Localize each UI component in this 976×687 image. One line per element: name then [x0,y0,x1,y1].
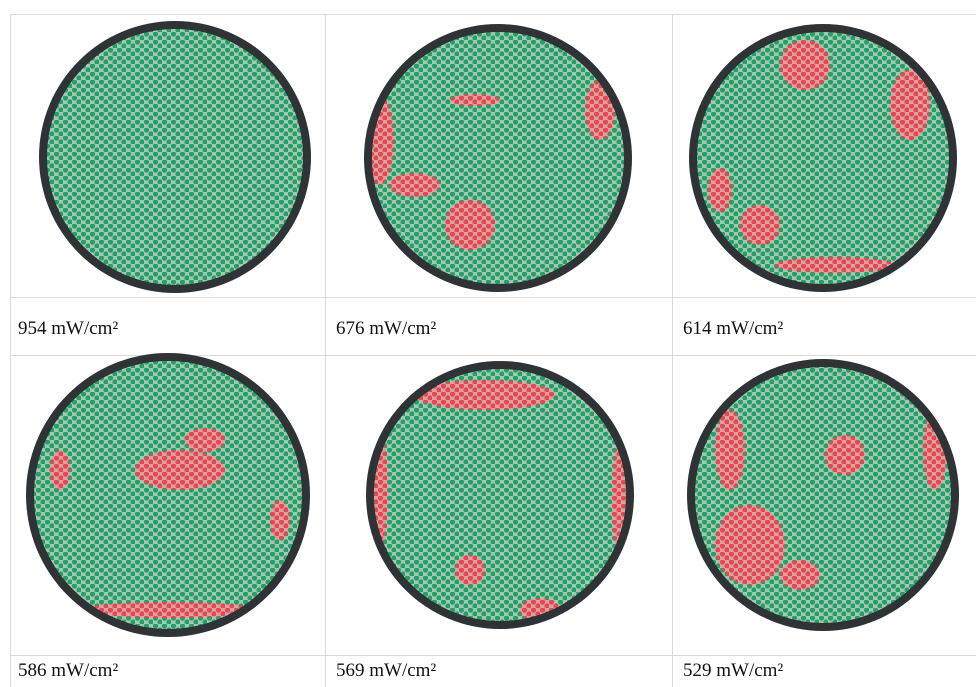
red-fiber-region [740,205,780,245]
red-fiber-region [455,555,485,585]
red-fiber-region [445,200,495,250]
caption: 569 mW/cm² [336,660,436,681]
red-fiber-region [390,173,440,197]
red-fiber-region [135,450,225,490]
bundle-fibers [695,367,951,623]
bundle-fibers [372,32,624,284]
fiber-bundle-image [39,21,311,293]
caption: 954 mW/cm² [18,318,118,339]
red-fiber-region [50,450,70,490]
body: 954 mW/cm² 676 mW/cm² 614 mW/cm² 586 mW/… [0,0,976,687]
fiber-bundle-image [366,361,634,629]
caption: 676 mW/cm² [336,318,436,339]
caption: 529 mW/cm² [683,660,783,681]
figure: 954 mW/cm² 676 mW/cm² 614 mW/cm² 586 mW/… [0,0,976,687]
fiber-bundle-image [364,24,632,292]
red-fiber-region [715,505,785,585]
red-fiber-region [715,410,745,490]
bundle-fibers [47,29,303,285]
red-fiber-region [775,257,895,273]
page: Fiber bundle panels {"panels": [ {"capti… [0,0,976,687]
red-fiber-region [708,168,732,212]
red-fiber-region [185,428,225,452]
bundle-fibers [34,361,302,629]
red-fiber-region [780,560,820,590]
fiber-bundle-image [687,359,959,631]
red-fiber-region [450,94,500,106]
fiber-bundle-image [689,24,957,292]
red-fiber-region [270,500,290,540]
caption: 586 mW/cm² [18,660,118,681]
red-fiber-region [780,40,830,90]
caption: 614 mW/cm² [683,318,783,339]
fiber-bundle-image [26,353,310,637]
red-fiber-region [825,435,865,475]
images [26,21,959,637]
